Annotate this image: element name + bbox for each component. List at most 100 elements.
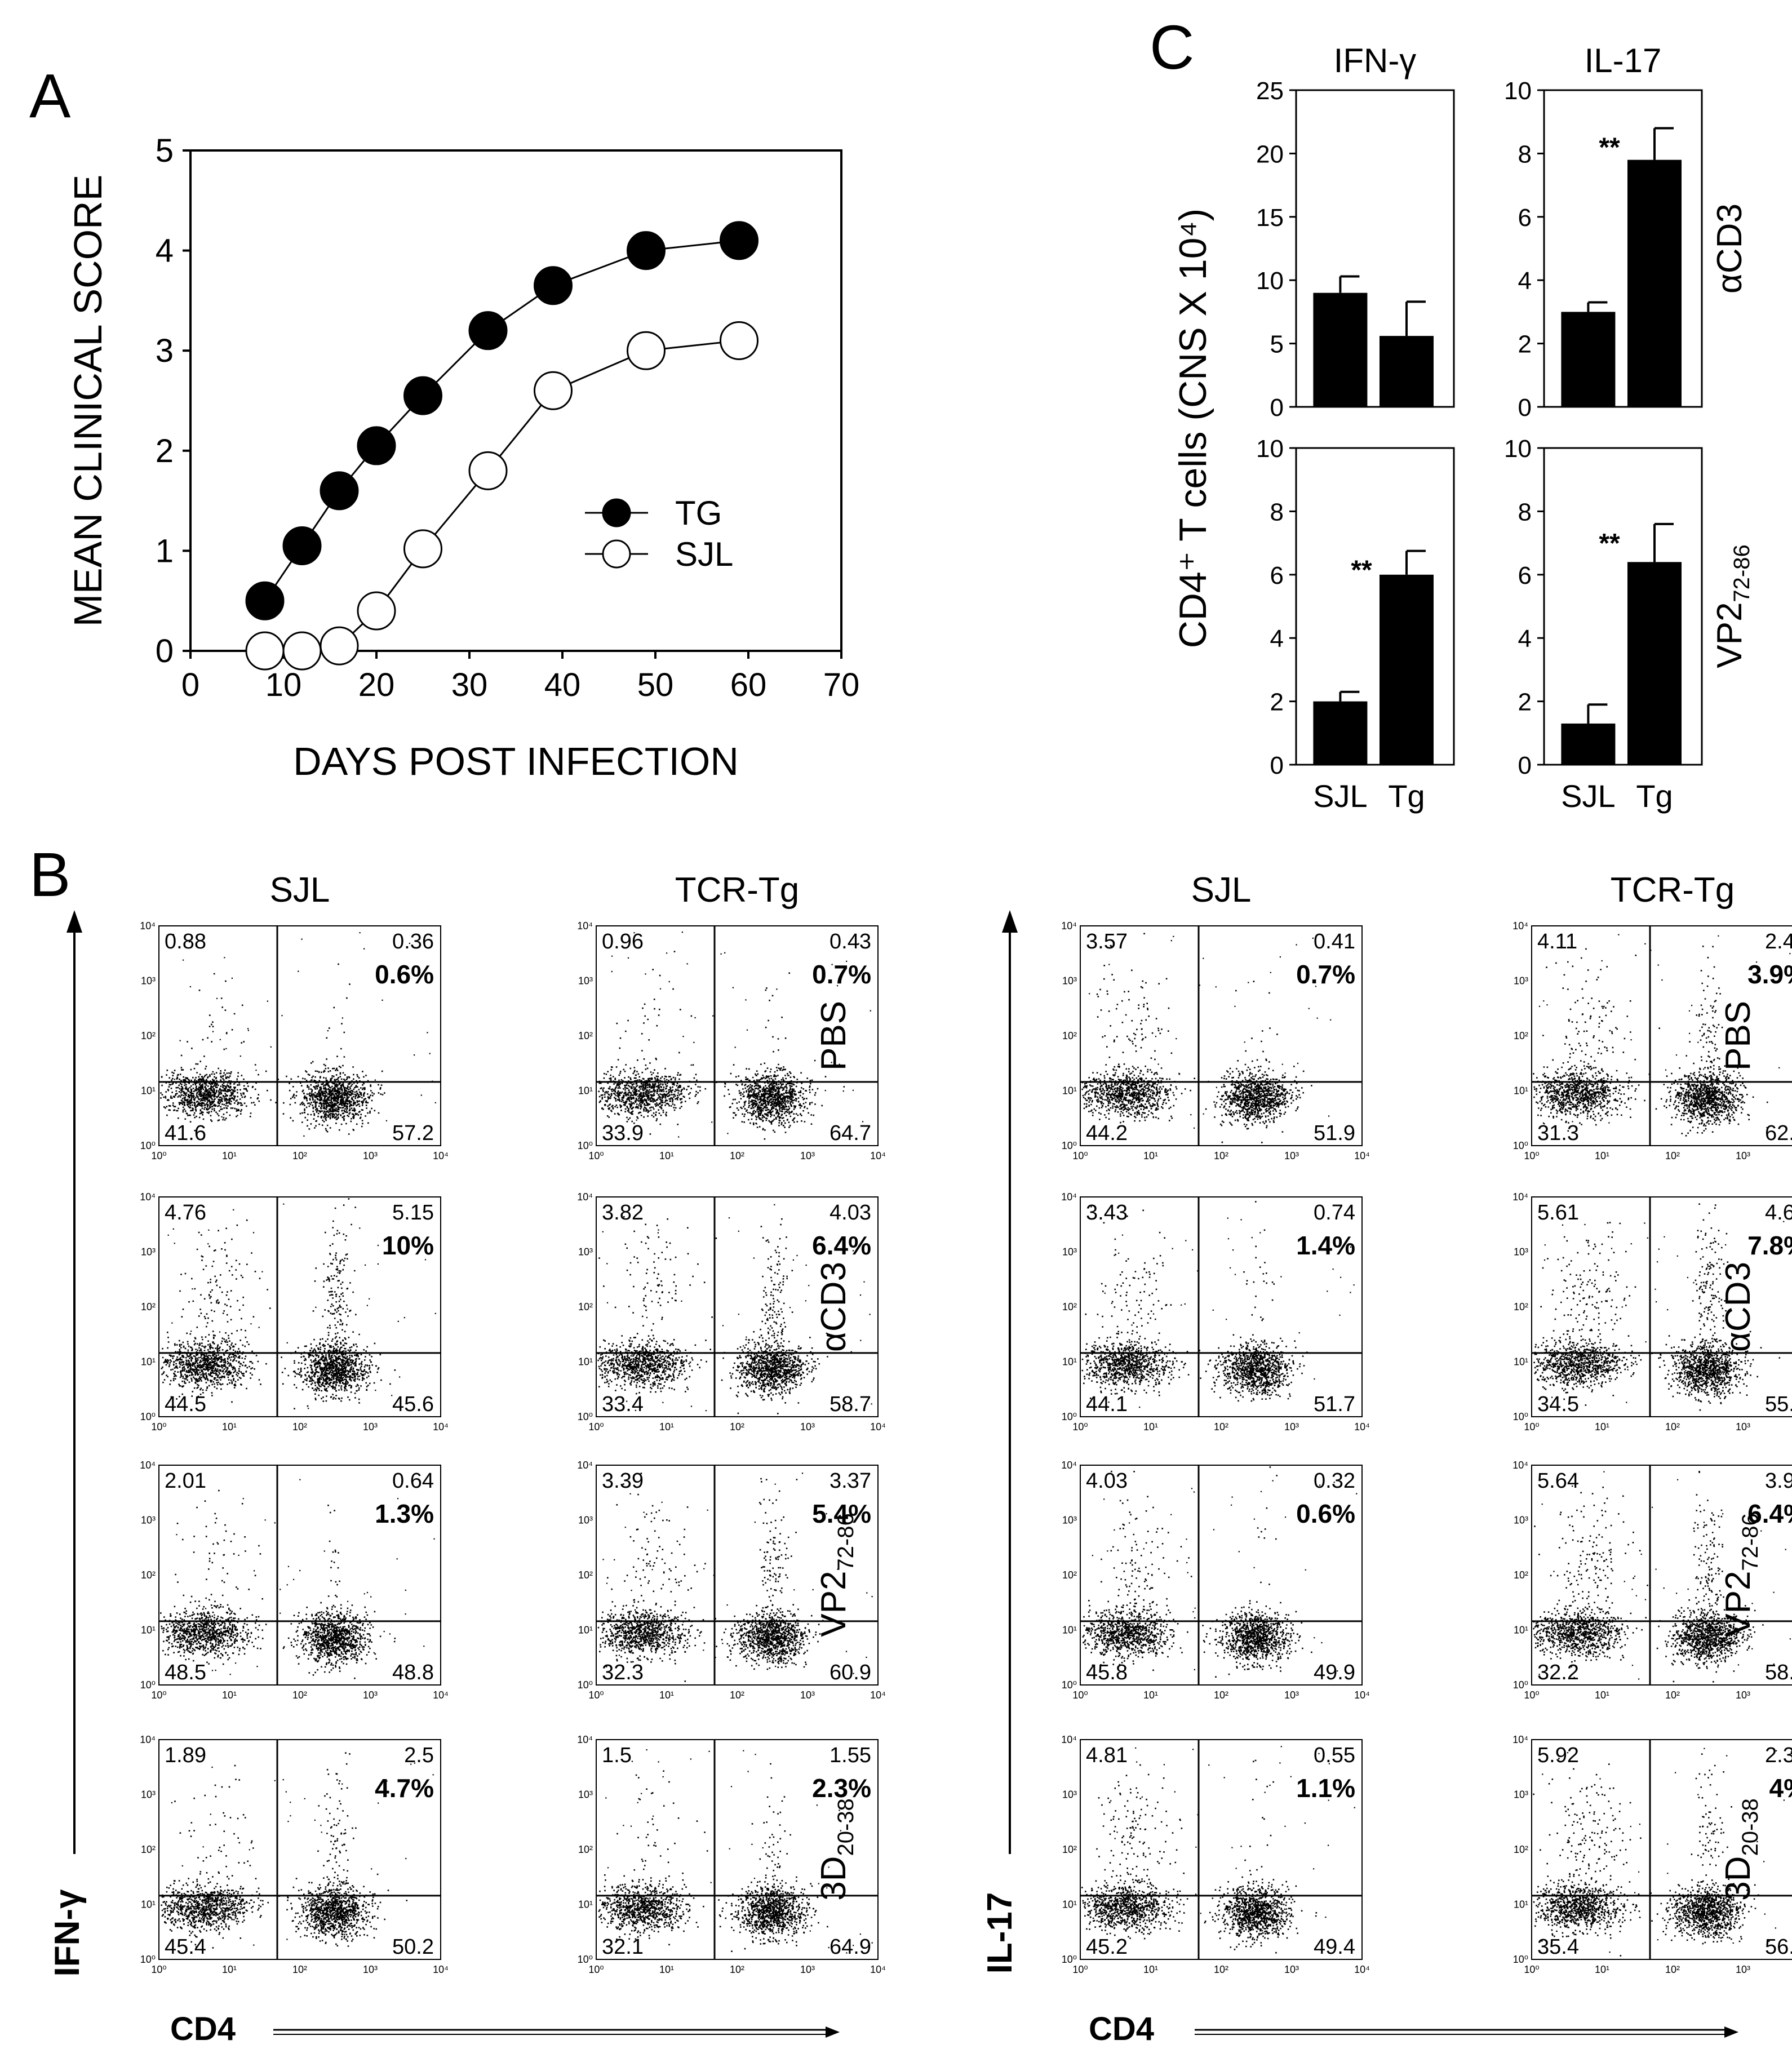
legend-marker-tg: [602, 498, 631, 527]
row-label: αCD3: [1719, 1262, 1758, 1352]
event-dots: [1533, 934, 1791, 1137]
event-dots: [1081, 1746, 1355, 1954]
data-point-sjl: [468, 451, 508, 490]
data-point-sjl: [720, 321, 759, 360]
x-tick-label: 10⁰: [151, 1421, 166, 1432]
quadrant-lower-right: 48.8: [392, 1661, 434, 1684]
y-tick-label: 10¹: [1514, 1625, 1528, 1636]
quadrant-lower-left: 45.2: [1086, 1935, 1128, 1959]
y-tick-label: 10²: [141, 1301, 156, 1312]
significance-mark: **: [1599, 529, 1620, 558]
data-point-tg: [403, 376, 442, 415]
y-tick-label: 10⁴: [140, 1460, 156, 1471]
y-tick-label: 10: [1256, 435, 1284, 463]
column-title-1: IL-17: [1585, 42, 1662, 79]
quadrant-upper-right: 0.74: [1314, 1201, 1355, 1225]
quadrant-upper-left: 0.96: [602, 930, 644, 953]
quadrant-upper-left: 5.64: [1537, 1469, 1579, 1493]
y-tick-label: 8: [1518, 140, 1532, 168]
row-label-1-main: VP2: [1710, 602, 1749, 668]
y-tick-label: 10⁴: [140, 1734, 156, 1745]
x-tick-label: 10¹: [659, 1421, 674, 1432]
quadrant-upper-right: 4.68: [1765, 1201, 1792, 1225]
quadrant-upper-left: 2.01: [165, 1469, 206, 1493]
y-tick-label: 10²: [1514, 1301, 1528, 1312]
y-tick-label: 10⁰: [1513, 1954, 1528, 1965]
row-label-main: PBS: [814, 1001, 853, 1071]
quadrant-lower-right: 57.2: [392, 1121, 434, 1145]
x-tick-label: 10¹: [659, 1964, 674, 1975]
event-dots: [1081, 933, 1332, 1143]
y-tick-label: 10¹: [1062, 1085, 1077, 1097]
y-tick-label: 10²: [1062, 1569, 1077, 1581]
x-tick-label: 10⁴: [1354, 1689, 1370, 1701]
x-category-label: SJL: [1313, 778, 1368, 814]
data-point-sjl: [534, 371, 573, 410]
legend-label-tg: TG: [675, 494, 722, 532]
x-axis-label: CD4: [170, 2011, 236, 2047]
plot-frame: [158, 1196, 441, 1417]
x-tick-label: 10²: [1214, 1421, 1228, 1432]
flow-plot: 10⁰10⁰10¹10¹10²10²10³10³10⁴10⁴5.614.687.…: [1512, 1191, 1792, 1432]
data-point-tg: [320, 471, 359, 511]
quadrant-upper-left: 3.43: [1086, 1201, 1128, 1225]
y-tick-label: 10¹: [141, 1899, 156, 1910]
bar-sjl: [1561, 312, 1616, 407]
subplot-frame: [1543, 447, 1703, 766]
y-tick-label: 10²: [578, 1844, 593, 1855]
y-tick-label: 10⁴: [1512, 1191, 1528, 1203]
x-tick-label: 10¹: [659, 1689, 674, 1701]
y-tick-label: 2: [1270, 689, 1284, 716]
row-label-main: VP2: [1719, 1571, 1758, 1637]
y-tick-label: 6: [1518, 204, 1532, 232]
y-tick-label: 10⁰: [1513, 1679, 1528, 1691]
y-tick-label: 10³: [1062, 1789, 1077, 1800]
x-tick-label: 10⁰: [588, 1964, 604, 1975]
row-label: 3D20-38: [814, 1798, 858, 1901]
x-tick-label: 10³: [363, 1150, 378, 1161]
double-positive-percent: 1.4%: [1296, 1231, 1355, 1260]
x-tick-label: 10⁰: [588, 1421, 604, 1432]
quadrant-lower-right: 60.9: [830, 1661, 871, 1684]
double-positive-percent: 0.7%: [812, 960, 871, 989]
x-category-label: Tg: [1388, 778, 1425, 814]
data-point-tg: [468, 311, 508, 351]
y-tick-label: 10: [1256, 267, 1284, 295]
y-tick-label: 10²: [141, 1030, 156, 1041]
event-dots: [597, 1473, 873, 1682]
y-tick-label: 10²: [1514, 1569, 1528, 1581]
double-positive-percent: 3.9%: [1747, 960, 1792, 989]
row-label-sub: 72-86: [1738, 1513, 1763, 1571]
x-tick-label: 10³: [1736, 1150, 1750, 1161]
x-tick-label: 10³: [1736, 1421, 1750, 1432]
event-dots: [1533, 1203, 1785, 1411]
double-positive-percent: 0.6%: [375, 960, 434, 989]
x-tick-label: 10⁴: [433, 1421, 449, 1432]
x-tick-label: 10¹: [222, 1964, 237, 1975]
x-tick-label: 10¹: [222, 1150, 237, 1161]
y-tick-label: 10²: [1062, 1844, 1077, 1855]
quadrant-upper-left: 5.92: [1537, 1744, 1579, 1767]
x-tick-label: 20: [358, 667, 395, 703]
flow-plot: 10⁰10⁰10¹10¹10²10²10³10³10⁴10⁴5.922.324%…: [1512, 1734, 1792, 1975]
quadrant-lower-left: 44.5: [165, 1392, 206, 1416]
subplot-frame: [1543, 89, 1703, 408]
column-title-0: IFN-γ: [1334, 42, 1417, 79]
y-axis-label: IFN-γ: [48, 1889, 87, 1977]
x-tick-label: 10²: [292, 1421, 307, 1432]
quadrant-upper-right: 0.36: [392, 930, 434, 953]
y-tick-label: 10⁰: [140, 1411, 156, 1422]
y-tick-label: 5: [1270, 331, 1284, 358]
y-tick-label: 10³: [1062, 1515, 1077, 1526]
y-tick-label: 10⁰: [140, 1954, 156, 1965]
x-tick-label: 10³: [363, 1689, 378, 1701]
x-tick-label: 10⁰: [151, 1689, 166, 1701]
x-tick-label: 10¹: [1595, 1421, 1609, 1432]
x-tick-label: 10⁴: [870, 1150, 886, 1161]
y-tick-label: 10¹: [141, 1625, 156, 1636]
x-tick-label: 10³: [363, 1421, 378, 1432]
y-tick-label: 15: [1256, 204, 1284, 232]
